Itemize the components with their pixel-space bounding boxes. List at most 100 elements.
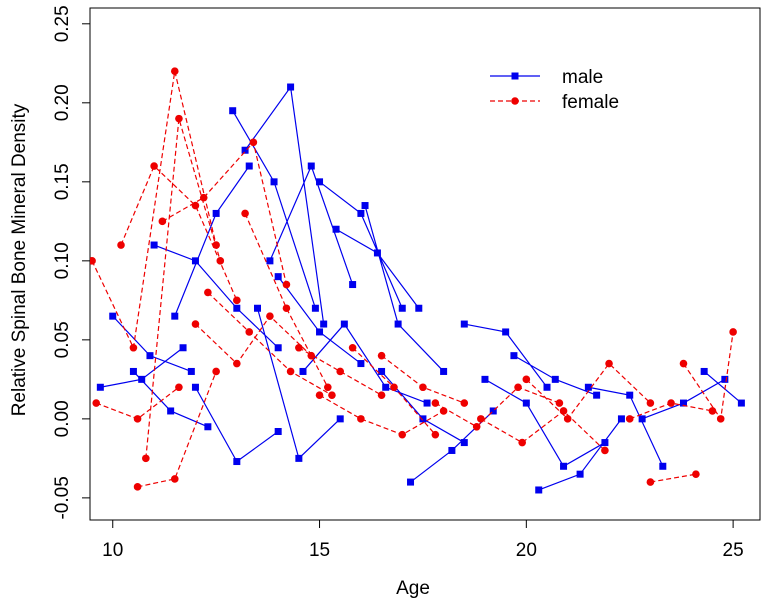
y-tick-label: 0.15 bbox=[52, 163, 73, 200]
x-tick-label: 10 bbox=[102, 540, 123, 561]
point bbox=[170, 475, 179, 483]
point bbox=[332, 225, 340, 233]
point bbox=[191, 257, 199, 265]
point bbox=[129, 367, 137, 375]
point bbox=[398, 430, 407, 439]
point bbox=[692, 470, 700, 478]
point bbox=[324, 383, 332, 392]
point bbox=[109, 312, 117, 320]
y-tick-label: 0.25 bbox=[52, 5, 73, 42]
point bbox=[233, 458, 241, 466]
point bbox=[245, 162, 253, 170]
point bbox=[419, 383, 427, 392]
plot-area bbox=[90, 67, 745, 494]
point bbox=[584, 383, 592, 391]
point bbox=[431, 430, 440, 439]
y-tick-label: 0.20 bbox=[52, 84, 73, 121]
point bbox=[96, 383, 104, 391]
point bbox=[179, 344, 187, 352]
point bbox=[167, 407, 175, 415]
point bbox=[274, 344, 282, 352]
point bbox=[282, 304, 291, 313]
point bbox=[191, 201, 200, 210]
point bbox=[522, 375, 531, 384]
point bbox=[274, 428, 282, 436]
legend-label: female bbox=[562, 92, 619, 113]
point bbox=[315, 391, 324, 399]
point bbox=[601, 439, 609, 447]
point bbox=[477, 415, 485, 423]
point bbox=[92, 399, 101, 407]
point bbox=[357, 209, 365, 217]
point bbox=[659, 462, 667, 470]
point bbox=[708, 407, 717, 415]
point bbox=[563, 415, 572, 423]
point bbox=[204, 423, 212, 431]
point bbox=[419, 415, 427, 423]
point bbox=[212, 367, 220, 376]
point bbox=[555, 399, 564, 407]
point bbox=[307, 351, 316, 360]
point bbox=[320, 320, 328, 328]
point bbox=[407, 478, 415, 486]
point bbox=[340, 320, 348, 328]
y-tick-label: 0.00 bbox=[52, 400, 73, 437]
point bbox=[233, 359, 241, 368]
x-tick-label: 20 bbox=[516, 540, 537, 561]
point bbox=[625, 415, 634, 423]
point bbox=[270, 178, 278, 186]
point bbox=[576, 470, 584, 478]
x-tick-label: 15 bbox=[309, 540, 330, 561]
point bbox=[117, 241, 125, 249]
point bbox=[481, 375, 489, 383]
point bbox=[357, 360, 365, 368]
point bbox=[171, 312, 179, 320]
point bbox=[638, 415, 646, 423]
point bbox=[431, 399, 440, 407]
point bbox=[415, 304, 423, 312]
point bbox=[336, 415, 344, 423]
point bbox=[593, 391, 601, 399]
point bbox=[187, 367, 195, 375]
point bbox=[286, 367, 295, 376]
point bbox=[373, 249, 381, 257]
point bbox=[646, 399, 655, 407]
plot-frame bbox=[89, 7, 761, 521]
point bbox=[282, 280, 291, 289]
point bbox=[241, 146, 249, 154]
point bbox=[175, 114, 183, 123]
point bbox=[233, 296, 241, 305]
legend-label: male bbox=[562, 67, 603, 88]
point bbox=[191, 320, 200, 328]
point bbox=[249, 138, 258, 147]
point bbox=[295, 454, 303, 462]
y-tick-label: 0.05 bbox=[52, 321, 73, 358]
point bbox=[158, 217, 167, 226]
point bbox=[229, 107, 237, 115]
point bbox=[216, 257, 225, 265]
point bbox=[349, 281, 357, 289]
point bbox=[316, 178, 324, 186]
point bbox=[510, 352, 518, 360]
point bbox=[287, 83, 295, 91]
point bbox=[390, 383, 398, 392]
point bbox=[679, 399, 687, 407]
point bbox=[245, 328, 254, 336]
point bbox=[721, 375, 729, 383]
point bbox=[382, 383, 390, 391]
point bbox=[502, 328, 510, 336]
point bbox=[737, 399, 745, 407]
x-axis-label: Age bbox=[396, 578, 430, 599]
series-line bbox=[91, 71, 734, 488]
point bbox=[138, 375, 146, 383]
point bbox=[175, 383, 183, 392]
point bbox=[460, 439, 468, 447]
point bbox=[377, 391, 386, 399]
point bbox=[522, 399, 530, 407]
point bbox=[617, 415, 625, 423]
point bbox=[357, 415, 365, 423]
point bbox=[266, 257, 274, 265]
point bbox=[551, 375, 559, 383]
point bbox=[535, 486, 543, 494]
point bbox=[646, 478, 655, 486]
